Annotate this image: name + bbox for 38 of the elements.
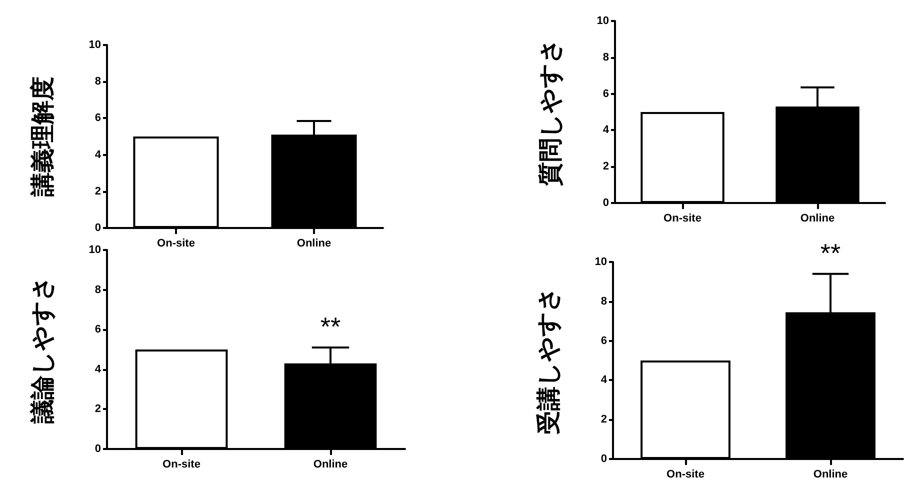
x-tick-label: Online: [296, 238, 332, 250]
y-tick-label: 10: [594, 256, 607, 268]
annotation: **: [320, 312, 341, 342]
y-tick-label: 4: [94, 148, 102, 161]
y-tick-label: 10: [596, 15, 609, 27]
y-tick-label: 6: [600, 334, 607, 347]
y-tick-label: 8: [602, 51, 609, 64]
y-tick-label: 6: [94, 324, 101, 336]
y-tick-label: 6: [94, 112, 101, 124]
y-tick-label: 2: [602, 160, 609, 173]
x-tick-label: Online: [313, 458, 348, 470]
y-tick-label: 8: [94, 76, 101, 88]
y-axis-title: 質問しやすさ: [538, 38, 564, 187]
y-tick-label: 8: [600, 295, 607, 308]
y-tick-label: 0: [94, 222, 101, 234]
y-tick-label: 10: [88, 39, 101, 51]
y-tick-label: 2: [94, 403, 101, 416]
y-axis-title: 受講しやすさ: [536, 286, 562, 434]
x-tick-label: On-site: [664, 212, 702, 224]
x-tick-label: On-site: [162, 458, 200, 470]
y-axis-title: 講義理解度: [30, 76, 56, 198]
y-tick-label: 4: [602, 124, 610, 136]
y-tick-label: 6: [602, 88, 609, 100]
y-tick-label: 4: [600, 374, 608, 386]
x-tick-label: Online: [800, 212, 835, 224]
x-tick-label: On-site: [157, 238, 195, 250]
y-tick-label: 4: [94, 363, 102, 376]
y-tick-label: 2: [94, 185, 101, 198]
y-tick-label: 0: [600, 453, 607, 465]
y-tick-label: 0: [602, 197, 609, 209]
y-axis-title: 議論しやすさ: [30, 276, 56, 424]
x-tick-label: On-site: [666, 468, 704, 480]
y-tick-label: 2: [600, 414, 607, 426]
annotation: **: [820, 238, 841, 268]
x-tick-label: Online: [813, 468, 848, 480]
y-tick-label: 0: [94, 443, 101, 455]
y-tick-label: 10: [88, 244, 101, 256]
y-tick-label: 8: [94, 284, 101, 296]
